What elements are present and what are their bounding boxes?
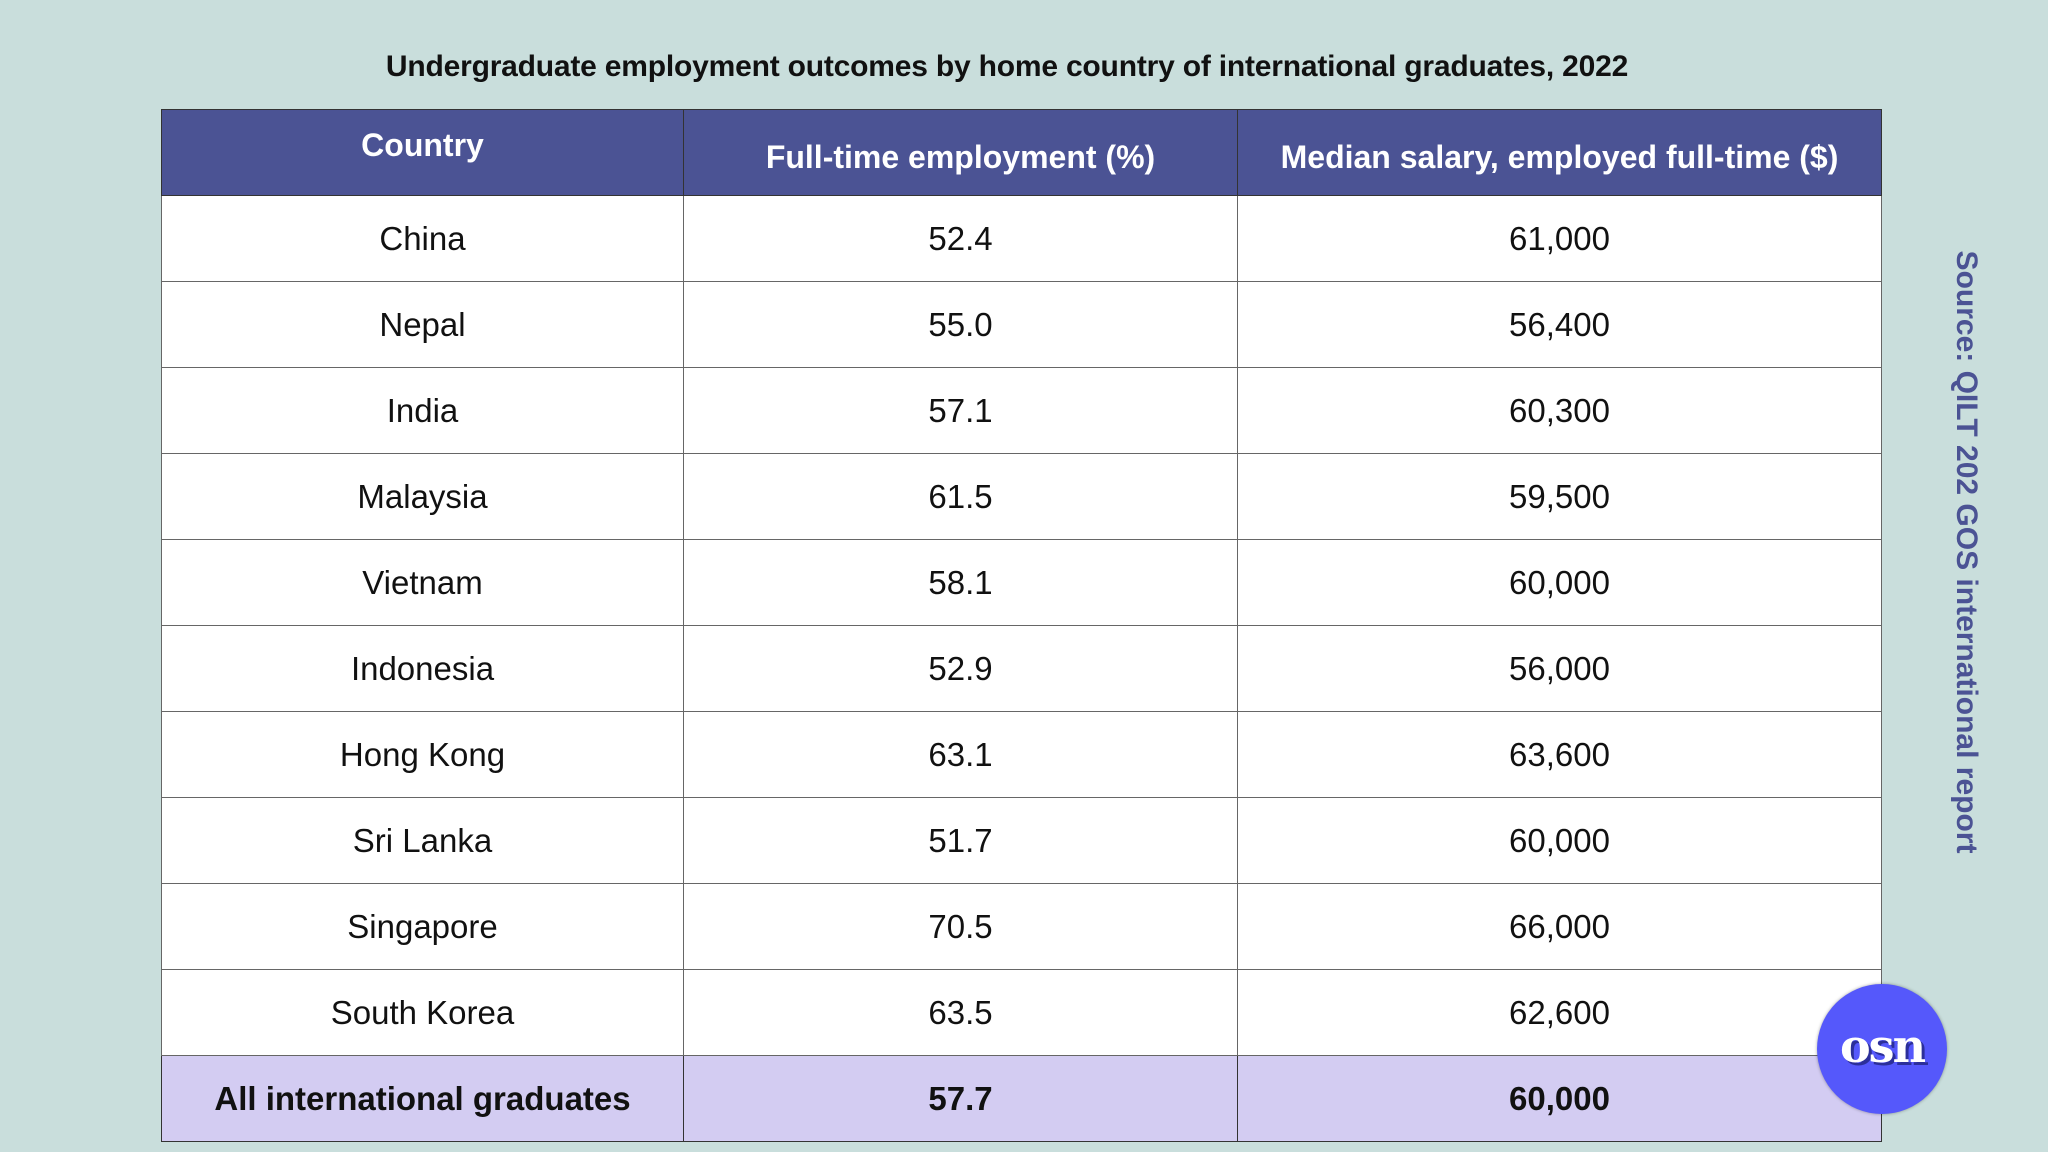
table-row: Singapore 70.5 66,000 [161,883,1882,970]
table-title: Undergraduate employment outcomes by hom… [0,50,2048,84]
table-total-row: All international graduates 57.7 60,000 [161,1055,1882,1142]
cell-country: India [161,367,684,454]
cell-country: Singapore [161,883,684,970]
cell-salary: 56,000 [1237,625,1882,712]
cell-employment: 52.4 [683,195,1238,282]
osn-logo-icon: osn [1817,984,1947,1114]
cell-salary: 59,500 [1237,453,1882,540]
total-employment: 57.7 [683,1055,1238,1142]
table-row: Vietnam 58.1 60,000 [161,539,1882,626]
header-salary: Median salary, employed full-time ($) [1237,109,1882,196]
table-row: Nepal 55.0 56,400 [161,281,1882,368]
cell-employment: 51.7 [683,797,1238,884]
cell-employment: 63.5 [683,969,1238,1056]
cell-employment: 58.1 [683,539,1238,626]
cell-country: China [161,195,684,282]
cell-salary: 66,000 [1237,883,1882,970]
cell-salary: 60,000 [1237,539,1882,626]
cell-employment: 57.1 [683,367,1238,454]
table-row: Malaysia 61.5 59,500 [161,453,1882,540]
cell-salary: 56,400 [1237,281,1882,368]
cell-country: South Korea [161,969,684,1056]
table-row: Hong Kong 63.1 63,600 [161,711,1882,798]
cell-salary: 60,300 [1237,367,1882,454]
cell-country: Sri Lanka [161,797,684,884]
cell-country: Vietnam [161,539,684,626]
total-salary: 60,000 [1237,1055,1882,1142]
cell-employment: 70.5 [683,883,1238,970]
cell-employment: 63.1 [683,711,1238,798]
cell-country: Hong Kong [161,711,684,798]
table-header-row: Country Full-time employment (%) Median … [161,109,1882,196]
cell-salary: 61,000 [1237,195,1882,282]
cell-employment: 52.9 [683,625,1238,712]
cell-employment: 61.5 [683,453,1238,540]
employment-table: Country Full-time employment (%) Median … [161,109,1882,1142]
total-country: All international graduates [161,1055,684,1142]
table-title-text: Undergraduate employment outcomes by hom… [385,50,1629,83]
cell-salary: 60,000 [1237,797,1882,884]
cell-country: Malaysia [161,453,684,540]
logo-text: osn [1839,1019,1926,1073]
table-row: India 57.1 60,300 [161,367,1882,454]
cell-employment: 55.0 [683,281,1238,368]
table-row: Indonesia 52.9 56,000 [161,625,1882,712]
cell-country: Indonesia [161,625,684,712]
table-row: Sri Lanka 51.7 60,000 [161,797,1882,884]
table-row: South Korea 63.5 62,600 [161,969,1882,1056]
cell-salary: 63,600 [1237,711,1882,798]
header-employment: Full-time employment (%) [683,109,1238,196]
source-note: Source: QILT 202 GOS international repor… [1950,250,1983,854]
header-country: Country [161,109,684,196]
cell-salary: 62,600 [1237,969,1882,1056]
table-row: China 52.4 61,000 [161,195,1882,282]
cell-country: Nepal [161,281,684,368]
